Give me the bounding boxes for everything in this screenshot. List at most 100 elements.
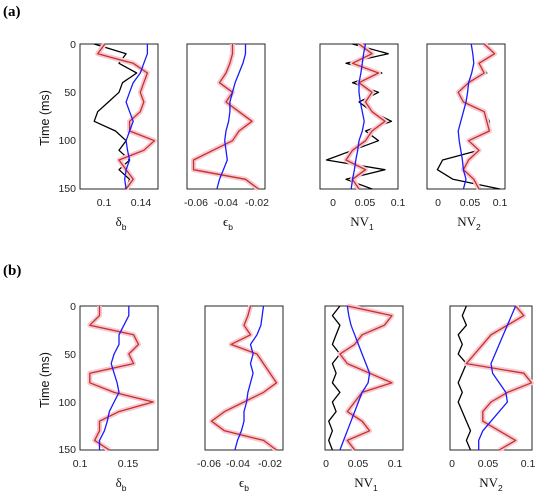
panel-label-a: (a) <box>3 4 21 20</box>
y-tick-label: 0 <box>70 39 76 51</box>
x-tick-label: 0.05 <box>460 197 481 209</box>
x-tick-label: 0 <box>435 197 441 209</box>
x-axis-label: δb <box>116 475 127 493</box>
x-tick-label: 0.15 <box>118 458 139 470</box>
x-label-base: NV <box>354 475 373 490</box>
plot-area <box>328 303 395 452</box>
x-tick-label: 0.1 <box>73 458 88 470</box>
subplot-a-nv1: 0 0.05 0.1 NV1 <box>319 41 405 232</box>
subplot-b-nv2: 0 0.05 0.1 NV2 <box>449 304 536 493</box>
subplot-a-epsilon: -0.06 -0.04 -0.02 ϵb <box>184 43 269 232</box>
y-tick-label: 100 <box>58 135 76 147</box>
black-series-line <box>328 305 341 451</box>
axes-frame <box>324 305 404 451</box>
y-tick-label: 150 <box>58 183 76 195</box>
x-axis-label: NV1 <box>354 475 378 493</box>
x-tick-label: -0.02 <box>258 458 282 470</box>
x-tick-label: -0.04 <box>214 197 238 209</box>
x-label-base: NV <box>479 475 498 490</box>
axes-frame <box>204 305 284 451</box>
blue-series-line <box>124 44 149 190</box>
x-axis-label: ϵb <box>239 475 249 493</box>
x-tick-label: -0.04 <box>226 458 250 470</box>
x-tick-label: 0.1 <box>97 197 112 209</box>
blue-series-line <box>339 305 371 451</box>
x-tick-label: 0 <box>323 458 329 470</box>
red-series-line <box>457 43 496 190</box>
x-tick-label: 0.1 <box>388 458 403 470</box>
x-label-subscript: b <box>122 483 127 493</box>
x-label-subscript: 2 <box>476 222 481 232</box>
x-label-base: ϵ <box>239 475 244 490</box>
x-label-subscript: b <box>122 222 127 232</box>
red-series-line <box>192 44 259 190</box>
axes-frame <box>79 305 159 451</box>
axes-frame <box>186 43 266 190</box>
x-tick-label: 0.05 <box>478 458 499 470</box>
uncertainty-band <box>95 42 157 191</box>
x-axis-label: NV2 <box>457 214 481 232</box>
x-label-base: ϵ <box>223 214 228 229</box>
plot-area <box>457 304 534 453</box>
plot-area <box>209 305 279 453</box>
x-tick-label: 0.05 <box>348 458 369 470</box>
x-tick-label: 0.1 <box>493 197 508 209</box>
uncertainty-band <box>463 304 534 453</box>
y-tick-label: 150 <box>58 444 76 456</box>
subplot-a-delta: 0.1 0.14 δb <box>79 42 159 232</box>
y-tick-label: 0 <box>70 301 76 313</box>
panel-label-b: (b) <box>3 263 21 279</box>
plot-area <box>436 42 500 191</box>
black-series-line <box>436 43 500 190</box>
x-tick-label: 0.14 <box>131 197 152 209</box>
x-label-subscript: 1 <box>369 222 374 232</box>
x-label-base: NV <box>350 214 369 229</box>
x-label-subscript: 1 <box>373 483 378 493</box>
x-label-subscript: b <box>244 483 249 493</box>
uncertainty-band <box>191 44 260 192</box>
plot-area <box>191 44 260 192</box>
axes-frame <box>426 43 506 190</box>
x-axis-label: NV2 <box>479 475 503 493</box>
x-label-subscript: 2 <box>498 483 503 493</box>
x-tick-label: -0.02 <box>245 197 269 209</box>
red-series-line <box>210 305 278 451</box>
y-tick-label: 100 <box>58 397 76 409</box>
black-series-line <box>457 305 472 451</box>
y-axis-label-a: Time (ms) <box>38 90 52 146</box>
red-series-line <box>89 306 154 451</box>
x-tick-label: 0.05 <box>355 197 376 209</box>
black-series-line <box>93 43 138 190</box>
x-axis-label: ϵb <box>223 214 233 232</box>
axes-frame <box>79 43 159 190</box>
red-series-line <box>465 305 533 451</box>
x-axis-label: δb <box>116 214 127 232</box>
x-label-base: NV <box>457 214 476 229</box>
x-label-base: δ <box>116 475 122 490</box>
x-tick-label: 0.1 <box>521 458 536 470</box>
subplot-b-epsilon: -0.06 -0.04 -0.02 ϵb <box>197 305 284 493</box>
blue-series-line <box>350 43 367 190</box>
x-label-subscript: b <box>228 222 233 232</box>
plot-area <box>87 306 156 453</box>
subplot-b-nv1: 0 0.05 0.1 NV1 <box>323 303 404 493</box>
x-tick-label: 0 <box>330 197 336 209</box>
y-ticks-b: 0 50 100 150 <box>58 301 76 456</box>
blue-series-line <box>216 44 247 190</box>
x-tick-label: -0.06 <box>197 458 221 470</box>
blue-series-line <box>98 306 130 450</box>
x-tick-label: -0.06 <box>184 197 208 209</box>
blue-series-line <box>478 305 517 450</box>
red-series-line <box>339 305 393 451</box>
y-axis-label-b: Time (ms) <box>38 352 52 408</box>
x-tick-label: 0 <box>449 458 455 470</box>
x-label-base: δ <box>116 214 122 229</box>
x-axis-label: NV1 <box>350 214 374 232</box>
subplot-b-delta: 0.1 0.15 δb <box>73 305 159 493</box>
plot-area <box>93 42 157 191</box>
blue-series-line <box>234 305 265 451</box>
y-ticks-a: 0 50 100 150 <box>58 39 76 195</box>
y-tick-label: 50 <box>64 349 76 361</box>
subplot-a-nv2: 0 0.05 0.1 NV2 <box>426 42 508 232</box>
